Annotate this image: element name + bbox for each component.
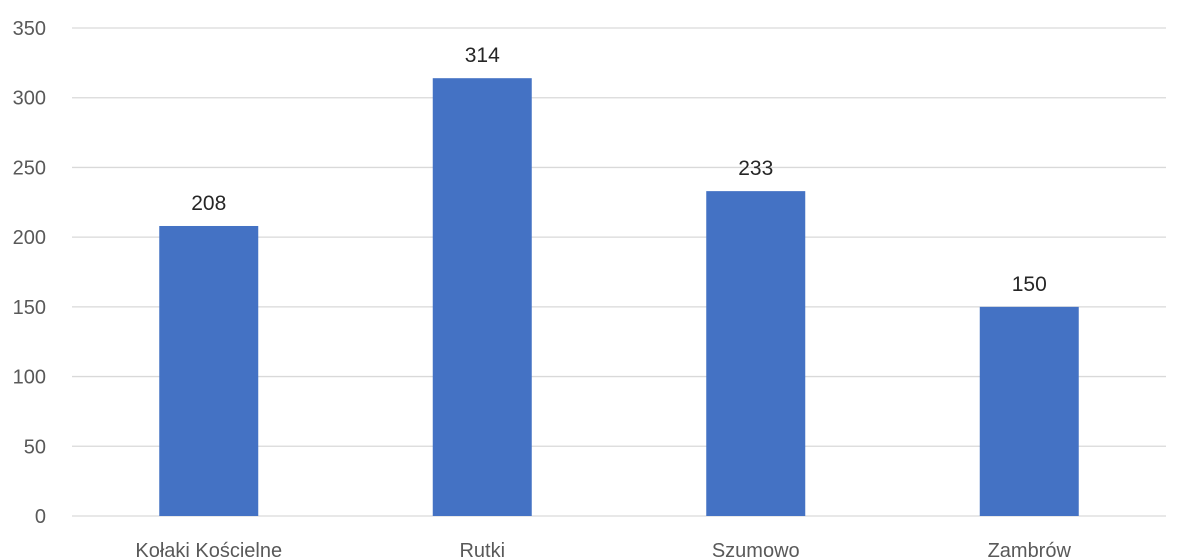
data-label: 150 (1012, 273, 1047, 296)
y-tick-label: 200 (13, 227, 46, 249)
data-labels: 208 314 233 150 (191, 44, 1047, 296)
y-tick-label: 300 (13, 88, 46, 110)
y-tick-label: 150 (13, 297, 46, 319)
y-tick-label: 350 (13, 18, 46, 40)
bar (432, 78, 532, 517)
y-tick-label: 250 (13, 157, 46, 179)
x-axis-tick-labels: Kołaki Kościelne Rutki Szumowo Zambrów (135, 540, 1071, 560)
data-label: 314 (465, 44, 500, 67)
x-tick-label: Rutki (459, 540, 505, 560)
bar (979, 306, 1079, 516)
bar (706, 191, 806, 517)
y-axis-tick-labels: 0 50 100 150 200 250 300 350 (13, 18, 46, 528)
y-tick-label: 50 (24, 436, 46, 458)
data-label: 208 (191, 192, 226, 215)
x-tick-label: Kołaki Kościelne (135, 540, 282, 560)
y-tick-label: 100 (13, 367, 46, 389)
x-tick-label: Szumowo (712, 540, 800, 560)
bars (159, 78, 1079, 517)
x-tick-label: Zambrów (988, 540, 1072, 560)
data-label: 233 (738, 157, 773, 180)
y-tick-label: 0 (35, 506, 46, 528)
bar (159, 225, 259, 516)
